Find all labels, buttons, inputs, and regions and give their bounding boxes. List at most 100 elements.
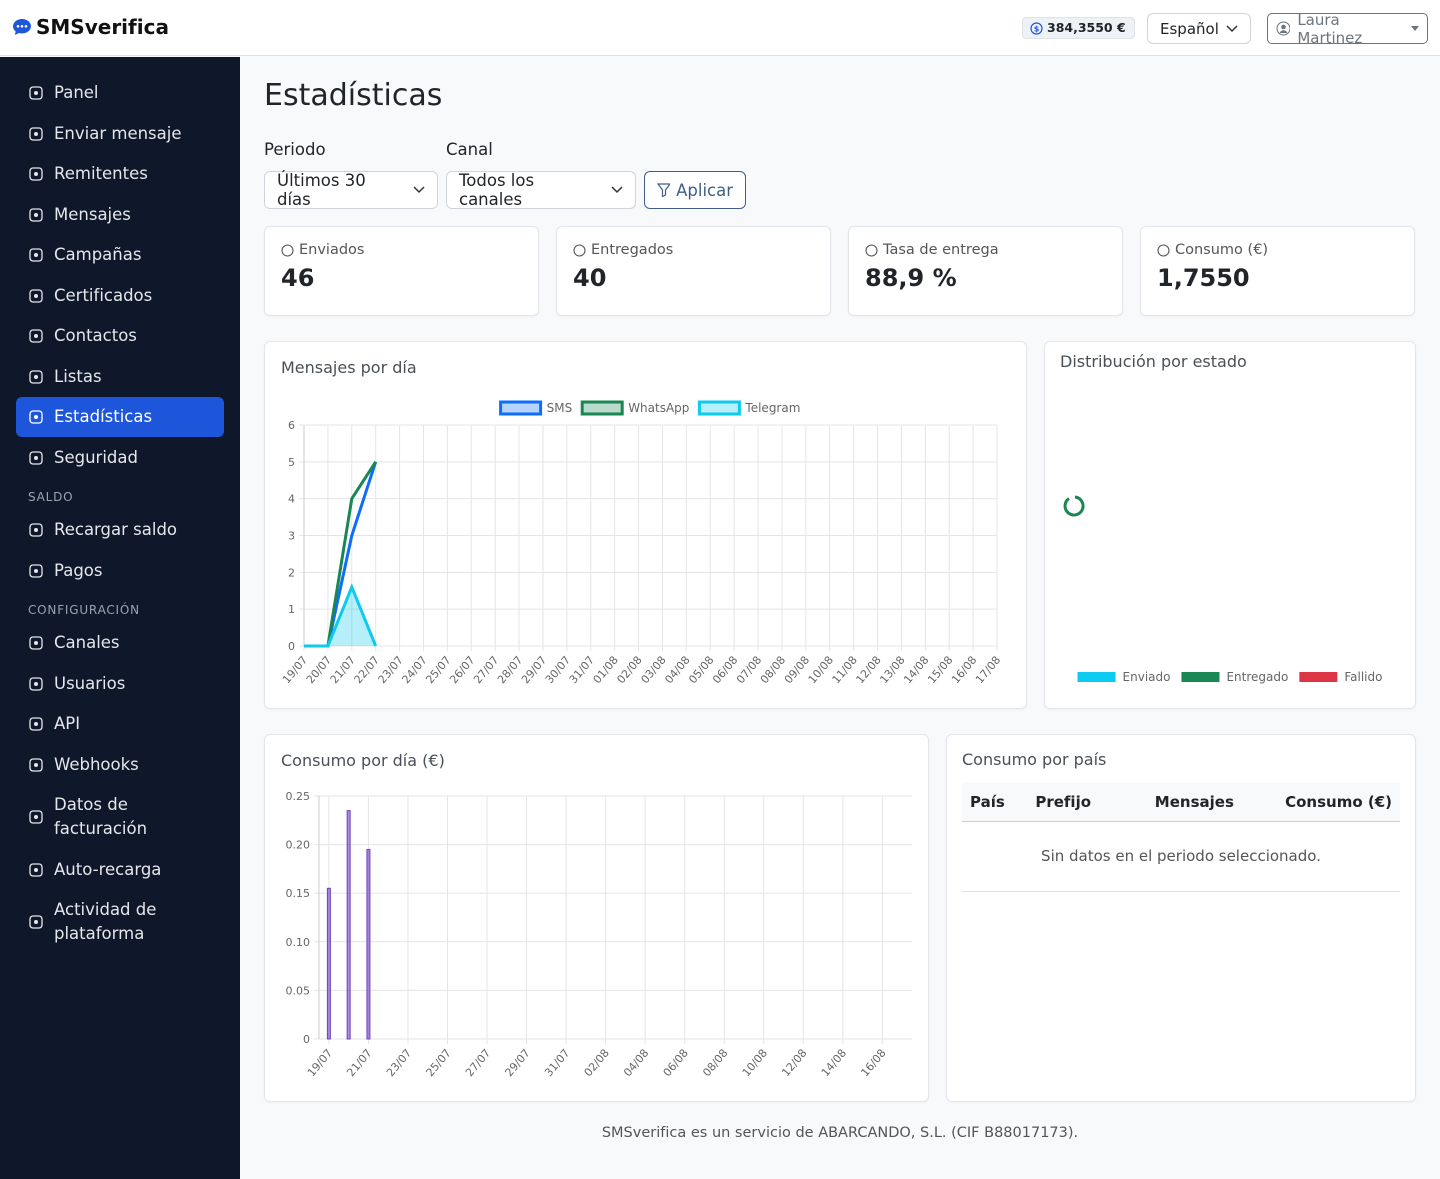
icon-shape (34, 334, 38, 338)
y-tick-label: 5 (288, 456, 295, 469)
x-tick-label: 13/08 (877, 654, 907, 687)
table-header: País Prefijo Mensajes Consumo (€) (962, 783, 1400, 821)
stat-icon (281, 243, 294, 257)
nav-item[interactable]: Estadísticas (16, 397, 224, 437)
icon-shape (29, 86, 43, 100)
page-title: Estadísticas (264, 78, 443, 113)
x-tick-label: 27/07 (471, 654, 501, 687)
stat-card: Consumo (€) 1,7550 (1140, 226, 1415, 316)
y-tick-label: 0.10 (286, 936, 311, 949)
x-tick-label: 29/07 (519, 654, 549, 687)
icon-shape (865, 243, 878, 257)
user-menu[interactable]: Laura Martinez (1267, 11, 1428, 47)
nav-label: Recargar saldo (54, 520, 178, 539)
x-tick-label: 11/08 (830, 654, 860, 687)
legend-label: Fallido (1344, 670, 1382, 684)
footer: SMSverifica es un servicio de ABARCANDO,… (601, 1125, 1079, 1141)
nav-label: Listas (54, 366, 102, 386)
nav-item[interactable]: Certificados (16, 276, 224, 316)
brand-icon (13, 19, 31, 35)
icon-shape (34, 528, 38, 532)
nav-heading: SALDO (28, 490, 74, 504)
icon-shape (34, 253, 38, 257)
icon-shape (29, 167, 43, 181)
sidebar: Panel Enviar mensaje Remitentes Mensajes Cam… (0, 57, 240, 1179)
card-title: Distribución por estado (1060, 352, 1247, 371)
icon-shape (34, 920, 38, 924)
stat-label: Enviados (299, 242, 365, 258)
nav-item[interactable]: Enviar mensaje (16, 114, 224, 154)
top-bar: SMSverifica $ 384,3550 € Español Laura M… (0, 0, 1440, 56)
language-select[interactable]: Español (1147, 13, 1251, 44)
nav-item[interactable]: Canales (16, 623, 224, 663)
card-title: Consumo por país (962, 750, 1107, 769)
nav-icon (29, 717, 43, 731)
nav-item[interactable]: Pagos (16, 551, 224, 591)
x-tick-label: 06/08 (661, 1047, 691, 1080)
x-tick-label: 27/07 (463, 1047, 493, 1080)
nav-item[interactable]: Auto-recarga (16, 850, 224, 890)
x-tick-label: 14/08 (819, 1047, 849, 1080)
bar (346, 810, 351, 1040)
x-tick-label: 21/07 (344, 1047, 374, 1080)
nav-heading: CONFIGURACIÓN (28, 603, 140, 617)
stat-card: Enviados 46 (264, 226, 539, 316)
nav-item[interactable]: Campañas (16, 235, 224, 275)
bar-chart: Consumo por día (€) 0 0.05 0.10 0.15 0.20 0.25… (281, 751, 912, 1080)
y-tick-label: 3 (288, 530, 295, 543)
nav-label: Enviar mensaje (54, 123, 182, 143)
nav-item[interactable]: Remitentes (16, 154, 224, 194)
nav-icon (29, 126, 43, 141)
nav-item[interactable]: Datos de facturación (16, 785, 224, 849)
x-tick-label: 08/08 (758, 654, 788, 687)
y-tick-label: 0.25 (286, 790, 311, 803)
nav-icon (29, 676, 43, 691)
filter-label: Canal (446, 140, 493, 159)
nav-item[interactable]: Actividad de plataforma (16, 890, 224, 954)
apply-label: Aplicar (676, 180, 733, 200)
nav-label: Seguridad (54, 447, 138, 467)
x-tick-label: 12/08 (853, 654, 883, 687)
x-tick-label: 19/07 (305, 1047, 335, 1080)
language: Español (1160, 19, 1219, 38)
channel-select[interactable]: Todos los canales (446, 171, 636, 209)
nav-item[interactable]: Usuarios (16, 664, 224, 704)
apply-button[interactable]: Aplicar (644, 171, 746, 209)
brand[interactable]: SMSverifica (12, 15, 169, 39)
nav-item[interactable]: Recargar saldo (16, 510, 224, 550)
chart-title: Mensajes por día (281, 358, 417, 377)
table-card: Consumo por país País Prefijo Mensajes Cons… (946, 734, 1416, 1102)
x-tick-label: 14/08 (901, 654, 931, 687)
nav-item[interactable]: API (16, 704, 224, 744)
icon-shape (29, 915, 43, 929)
nav-item[interactable]: Webhooks (16, 745, 224, 785)
country-table: País Prefijo Mensajes Consumo (€) Sin datos … (962, 783, 1400, 892)
line-chart: Mensajes por día SMS WhatsApp Telegram 0 1 2 3 4… (280, 358, 1003, 687)
x-tick-label: 29/07 (503, 1047, 533, 1080)
nav-icon (29, 288, 43, 303)
nav-icon (29, 636, 43, 650)
y-tick-label: 2 (288, 566, 295, 579)
nav-item[interactable]: Seguridad (16, 438, 224, 478)
stat-label: Entregados (591, 242, 674, 258)
coin-icon: $ (1030, 22, 1043, 35)
nav-item[interactable]: Panel (16, 73, 224, 113)
x-tick-label: 19/07 (280, 654, 310, 687)
stat-icon (865, 243, 878, 257)
x-tick-label: 22/07 (352, 654, 382, 687)
balance-badge: $ 384,3550 € (1022, 17, 1135, 39)
legend-swatch (499, 400, 543, 416)
filter-label: Periodo (264, 140, 326, 159)
nav-item[interactable]: Mensajes (16, 195, 224, 235)
period-select[interactable]: Últimos 30 días (264, 171, 438, 209)
nav-item[interactable]: Listas (16, 357, 224, 397)
icon-shape (281, 243, 294, 257)
nav-label: Estadísticas (54, 407, 153, 426)
x-tick-label: 31/07 (567, 654, 597, 687)
nav-label: Usuarios (54, 673, 126, 693)
chart-card: Consumo por día (€) 0 0.05 0.10 0.15 0.20 0.25… (264, 734, 929, 1102)
x-tick-label: 04/08 (621, 1047, 651, 1080)
nav-item[interactable]: Contactos (16, 316, 224, 356)
stat-label: Tasa de entrega (883, 242, 999, 258)
icon-shape (29, 329, 43, 343)
